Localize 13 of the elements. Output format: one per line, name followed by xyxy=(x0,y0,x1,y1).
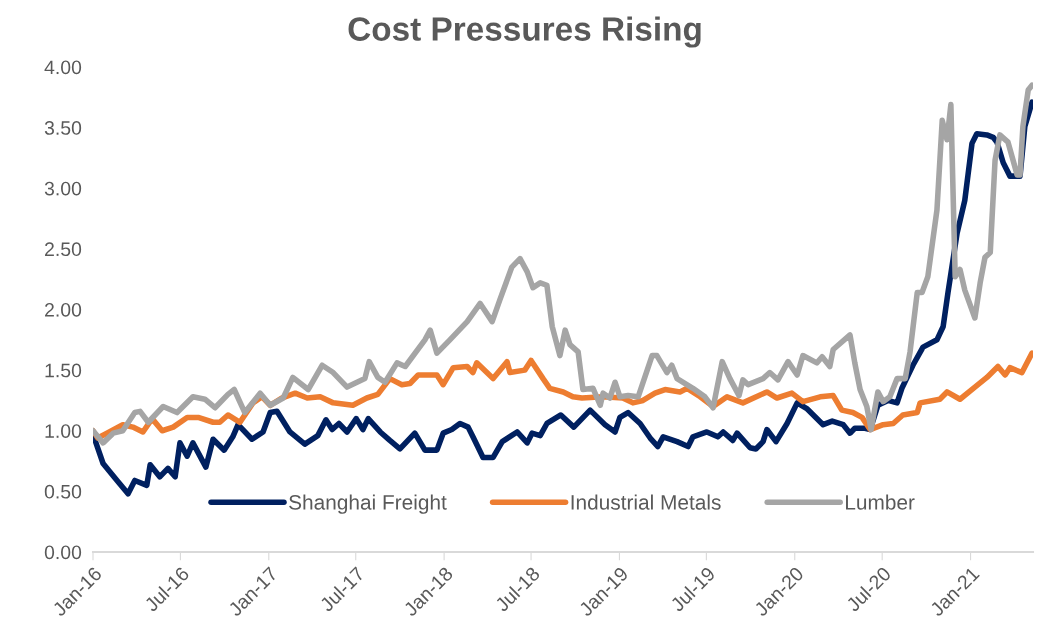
y-tick-label: 0.00 xyxy=(44,545,82,560)
y-tick-label: 2.00 xyxy=(45,302,82,317)
y-tick-label: 4.00 xyxy=(44,60,82,75)
y-tick-label: 0.50 xyxy=(44,484,82,499)
chart-title: Cost Pressures Rising xyxy=(348,16,701,48)
y-tick-label: 3.50 xyxy=(44,121,82,135)
y-tick-label: 1.00 xyxy=(45,424,82,438)
legend-label: Shanghai Freight xyxy=(289,494,447,514)
y-tick-label: 1.50 xyxy=(45,363,82,378)
y-tick-label: 2.50 xyxy=(45,242,82,257)
legend-label: Industrial Metals xyxy=(571,494,721,510)
y-tick-label: 3.00 xyxy=(44,181,82,196)
legend-label: Lumber xyxy=(846,494,915,510)
